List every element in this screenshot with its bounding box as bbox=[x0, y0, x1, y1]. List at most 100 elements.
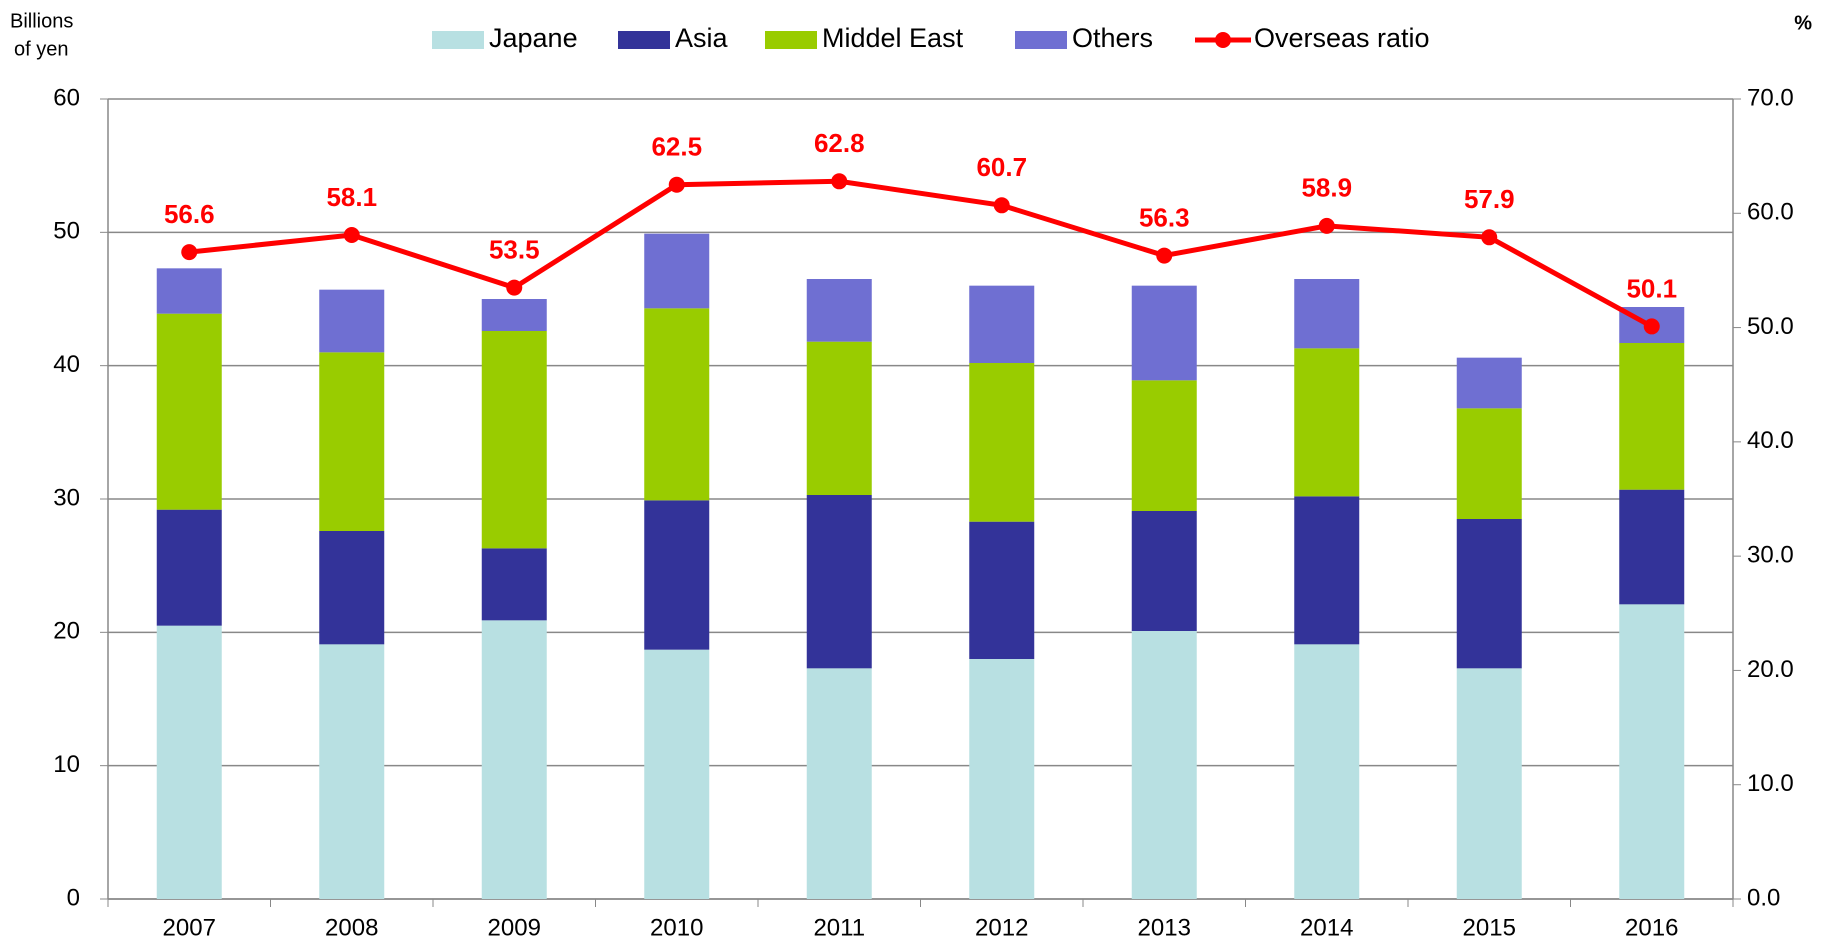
x-tick-label: 2011 bbox=[813, 914, 865, 941]
data-label: 62.5 bbox=[651, 132, 702, 162]
bar-segment bbox=[1131, 511, 1197, 631]
bar-segment bbox=[1619, 489, 1685, 605]
y-tick-label: 20 bbox=[53, 618, 80, 645]
legend-swatch bbox=[1015, 31, 1067, 49]
y2-tick-label: 50.0 bbox=[1747, 313, 1794, 340]
bar-segment bbox=[156, 509, 222, 626]
y2-tick-label: 10.0 bbox=[1747, 770, 1794, 797]
legend-label: Japane bbox=[489, 23, 578, 53]
line-point bbox=[993, 197, 1010, 214]
bar-segment bbox=[806, 341, 872, 495]
bar-segment bbox=[1294, 279, 1360, 349]
bar-segment bbox=[1131, 380, 1197, 511]
bar-segment bbox=[644, 500, 710, 650]
x-tick-label: 2012 bbox=[975, 914, 1028, 941]
y-tick-label: 10 bbox=[53, 751, 80, 778]
bar-segment bbox=[1294, 348, 1360, 497]
line-point bbox=[1481, 229, 1498, 246]
bar-segment bbox=[156, 313, 222, 510]
y2-tick-label: 20.0 bbox=[1747, 656, 1794, 683]
line-point bbox=[1318, 217, 1335, 234]
data-label: 58.1 bbox=[326, 182, 377, 212]
x-tick-label: 2016 bbox=[1625, 914, 1678, 941]
y-tick-label: 50 bbox=[53, 218, 80, 245]
y2-tick-label: 60.0 bbox=[1747, 199, 1794, 226]
y-tick-label: 0 bbox=[67, 884, 80, 911]
legend-label: Asia bbox=[675, 23, 729, 53]
x-tick-label: 2014 bbox=[1300, 914, 1353, 941]
line-point bbox=[1156, 247, 1173, 264]
bar-segment bbox=[806, 668, 872, 899]
bar-segment bbox=[806, 279, 872, 342]
bar-segment bbox=[806, 495, 872, 669]
line-point bbox=[343, 227, 360, 243]
line-point bbox=[181, 244, 198, 261]
x-tick-label: 2015 bbox=[1463, 914, 1516, 941]
y-tick-label: 30 bbox=[53, 484, 80, 511]
bar-segment bbox=[644, 308, 710, 501]
data-label: 53.5 bbox=[489, 234, 540, 264]
line-point bbox=[668, 176, 685, 193]
y2-tick-label: 40.0 bbox=[1747, 427, 1794, 454]
data-label: 58.9 bbox=[1301, 173, 1352, 203]
bar-segment bbox=[1131, 631, 1197, 899]
data-label: 56.6 bbox=[164, 199, 215, 229]
bar-segment bbox=[1456, 408, 1522, 519]
bar-segment bbox=[481, 620, 547, 899]
bar-segment bbox=[481, 299, 547, 331]
bar-segment bbox=[1619, 604, 1685, 899]
y-axis-label: of yen bbox=[14, 38, 68, 60]
y2-tick-label: 0.0 bbox=[1747, 884, 1780, 911]
line-point bbox=[831, 173, 848, 190]
bar-segment bbox=[156, 625, 222, 899]
bar-segment bbox=[969, 285, 1035, 363]
y2-tick-label: 30.0 bbox=[1747, 541, 1794, 568]
x-tick-label: 2010 bbox=[650, 914, 703, 941]
data-label: 50.1 bbox=[1626, 273, 1677, 303]
legend-swatch bbox=[618, 31, 670, 49]
bar-segment bbox=[156, 268, 222, 314]
y-tick-label: 60 bbox=[53, 84, 80, 111]
bar-segment bbox=[1456, 668, 1522, 899]
legend-swatch bbox=[765, 31, 817, 49]
legend-swatch bbox=[432, 31, 484, 49]
bar-segment bbox=[969, 363, 1035, 522]
bar-segment bbox=[481, 548, 547, 621]
line-point bbox=[506, 279, 523, 296]
bar-segment bbox=[1456, 519, 1522, 669]
bar-segment bbox=[319, 352, 385, 531]
legend-label: Middel East bbox=[822, 23, 964, 53]
y2-tick-label: 70.0 bbox=[1747, 84, 1794, 111]
data-label: 62.8 bbox=[814, 128, 865, 158]
bar-segment bbox=[644, 233, 710, 309]
bar-segment bbox=[644, 649, 710, 899]
bar-segment bbox=[1294, 496, 1360, 645]
x-tick-label: 2009 bbox=[488, 914, 541, 941]
bar-segment bbox=[319, 644, 385, 899]
y-tick-label: 40 bbox=[53, 351, 80, 378]
legend-swatch bbox=[1215, 32, 1231, 48]
bar-segment bbox=[969, 659, 1035, 899]
bar-segment bbox=[319, 289, 385, 353]
bar-segment bbox=[319, 531, 385, 645]
data-label: 56.3 bbox=[1139, 202, 1190, 232]
bar-segment bbox=[1294, 644, 1360, 899]
bar-segment bbox=[969, 521, 1035, 659]
legend-label: Overseas ratio bbox=[1254, 23, 1430, 53]
y-axis-label: Billions bbox=[10, 10, 73, 32]
x-tick-label: 2008 bbox=[325, 914, 378, 941]
bar-segment bbox=[481, 331, 547, 549]
bar-segment bbox=[1131, 285, 1197, 381]
data-label: 57.9 bbox=[1464, 184, 1515, 214]
x-tick-label: 2013 bbox=[1138, 914, 1191, 941]
bar-segment bbox=[1619, 343, 1685, 490]
y2-axis-label: % bbox=[1794, 12, 1812, 34]
x-tick-label: 2007 bbox=[163, 914, 216, 941]
legend-label: Others bbox=[1072, 23, 1153, 53]
line-point bbox=[1643, 318, 1660, 335]
data-label: 60.7 bbox=[976, 152, 1027, 182]
line-series bbox=[188, 178, 1653, 329]
bar-segment bbox=[1456, 357, 1522, 409]
